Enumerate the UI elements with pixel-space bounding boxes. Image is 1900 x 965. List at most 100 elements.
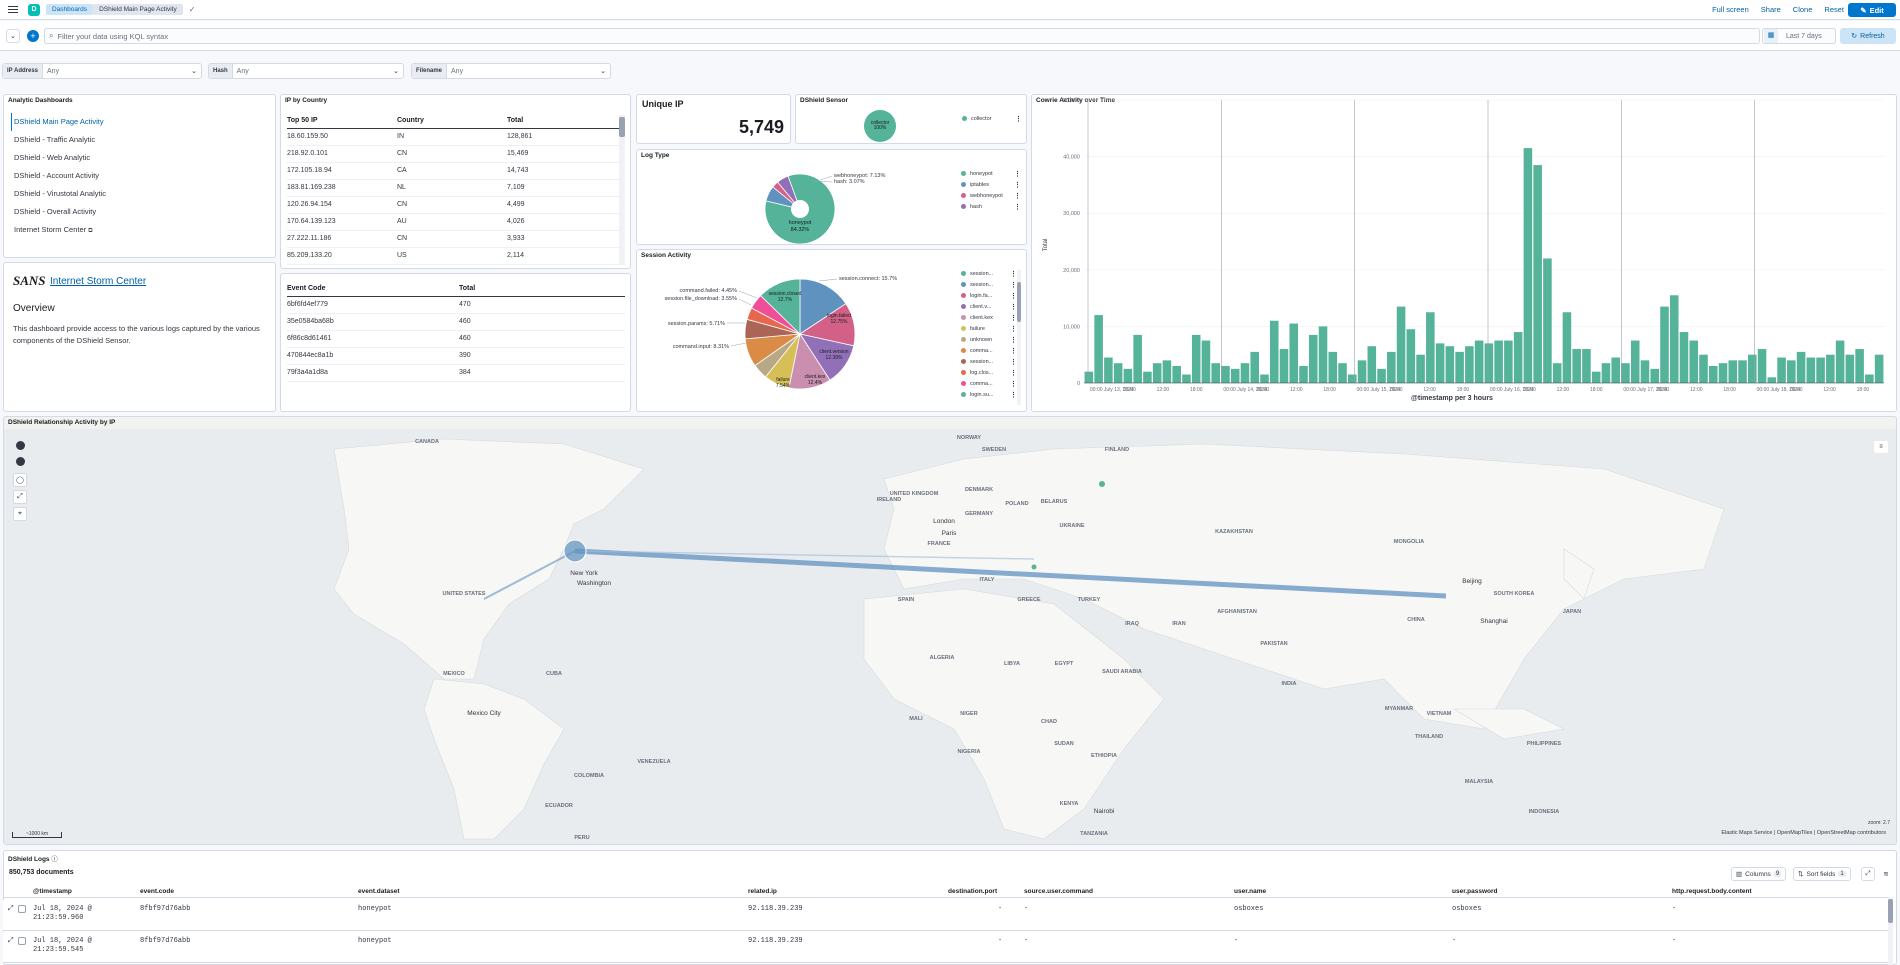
bar[interactable]	[1591, 371, 1601, 383]
bar[interactable]	[1465, 346, 1474, 383]
source-ip-marker[interactable]	[563, 539, 587, 563]
nav-item-main[interactable]: DShield Main Page Activity	[11, 113, 106, 131]
sort-fields-button[interactable]: ⇅ Sort fields 1	[1793, 867, 1851, 881]
bar[interactable]	[1279, 349, 1289, 383]
bar[interactable]	[1874, 354, 1884, 383]
bar[interactable]	[1796, 351, 1806, 383]
bar[interactable]	[1299, 366, 1308, 383]
legend-item[interactable]: honeypot ⋮	[961, 168, 1021, 179]
bar[interactable]	[1679, 332, 1689, 383]
bar[interactable]	[1650, 368, 1660, 383]
nav-item-traffic[interactable]: DShield - Traffic Analytic	[14, 135, 96, 144]
bar[interactable]	[1269, 320, 1279, 383]
bar[interactable]	[1669, 295, 1679, 383]
legend-item[interactable]: failure ⋮	[961, 323, 1017, 334]
table-scrollbar[interactable]	[1888, 897, 1893, 965]
log-column-header[interactable]: destination.port	[948, 888, 998, 895]
date-picker[interactable]: ▦ Last 7 days	[1762, 28, 1836, 44]
bar[interactable]	[1387, 351, 1396, 383]
bar[interactable]	[1133, 334, 1142, 383]
bar[interactable]	[1699, 354, 1708, 383]
table-row[interactable]: 470844ec8a1b 390	[287, 347, 625, 365]
kebab-icon[interactable]: ⋮	[1010, 347, 1017, 355]
legend-item[interactable]: session... ⋮	[961, 279, 1017, 290]
kebab-icon[interactable]: ⋮	[1010, 369, 1017, 377]
nav-item-web[interactable]: DShield - Web Analytic	[14, 153, 91, 162]
bar[interactable]	[1543, 258, 1552, 383]
bar[interactable]	[1689, 340, 1699, 383]
kebab-icon[interactable]: ⋮	[1010, 314, 1017, 322]
display-settings-icon[interactable]: ≋	[1879, 867, 1893, 881]
bar[interactable]	[1562, 312, 1572, 383]
bar[interactable]	[1211, 363, 1220, 383]
pie-slice-session-connect[interactable]	[799, 278, 847, 335]
add-filter-icon[interactable]: +	[27, 30, 39, 42]
bar[interactable]	[1289, 323, 1299, 383]
legend-item[interactable]: comma... ⋮	[961, 345, 1017, 356]
log-column-header[interactable]: http.request.body.content	[1672, 888, 1752, 895]
table-row[interactable]: 183.81.169.238 NL 7,109	[287, 179, 619, 197]
reset-link[interactable]: Reset	[1824, 5, 1844, 14]
info-icon[interactable]: ⓘ	[51, 856, 58, 863]
bar[interactable]	[1377, 368, 1386, 383]
columns-button[interactable]: ▥ Columns 9	[1731, 867, 1787, 881]
bar[interactable]	[1162, 360, 1172, 383]
zoom-out-icon[interactable]	[16, 457, 25, 466]
col-total[interactable]: Total	[459, 282, 625, 297]
bar[interactable]	[1718, 363, 1728, 383]
bar[interactable]	[1221, 366, 1230, 383]
bar[interactable]	[1348, 374, 1357, 383]
bar[interactable]	[1123, 368, 1133, 383]
bar[interactable]	[1640, 360, 1650, 383]
pie-slice-session-closed[interactable]	[760, 278, 801, 335]
legend-item[interactable]: client.v... ⋮	[961, 301, 1017, 312]
table-row[interactable]: 120.26.94.154 CN 4,499	[287, 196, 619, 214]
bar[interactable]	[1835, 340, 1845, 383]
bar[interactable]	[1474, 340, 1484, 383]
bar[interactable]	[1777, 357, 1786, 383]
bar[interactable]	[1172, 366, 1181, 383]
bar[interactable]	[1104, 357, 1113, 383]
log-column-header[interactable]: source.user.command	[1024, 888, 1093, 895]
bar[interactable]	[1826, 354, 1835, 383]
bar[interactable]	[1201, 340, 1211, 383]
log-column-header[interactable]: event.code	[140, 888, 174, 895]
nav-item-account[interactable]: DShield - Account Activity	[14, 171, 100, 180]
bar[interactable]	[1357, 360, 1367, 383]
bar[interactable]	[1533, 165, 1542, 383]
clone-link[interactable]: Clone	[1792, 5, 1813, 14]
bar[interactable]	[1630, 340, 1640, 383]
log-column-header[interactable]: user.password	[1452, 888, 1498, 895]
kibana-logo[interactable]: D	[28, 3, 40, 16]
bar[interactable]	[1611, 357, 1620, 383]
measure-icon[interactable]: ⤢	[13, 490, 27, 504]
log-column-header[interactable]: related.ip	[748, 888, 777, 895]
bar[interactable]	[1757, 349, 1767, 383]
table-row[interactable]: 27.222.11.186 CN 3,933	[287, 230, 619, 248]
ip-marker[interactable]	[1031, 564, 1037, 570]
bar[interactable]	[1182, 374, 1191, 383]
bar[interactable]	[1484, 343, 1494, 383]
bar[interactable]	[1367, 346, 1377, 383]
kebab-icon[interactable]: ⋮	[1010, 270, 1017, 278]
bar[interactable]	[1445, 346, 1455, 383]
bar[interactable]	[1582, 349, 1591, 383]
bar[interactable]	[1504, 340, 1513, 383]
bar[interactable]	[1513, 332, 1523, 383]
bar[interactable]	[1728, 360, 1738, 383]
map-attribution[interactable]: Elastic Maps Service | OpenMapTiles | Op…	[1721, 830, 1886, 836]
legend-item[interactable]: webhoneypot ⋮	[961, 190, 1021, 201]
bar[interactable]	[1738, 360, 1747, 383]
table-row[interactable]	[3, 900, 1888, 931]
row-checkbox[interactable]	[18, 937, 26, 945]
legend-item[interactable]: log.clos... ⋮	[961, 367, 1017, 378]
nav-item-overall[interactable]: DShield - Overall Activity	[14, 207, 97, 216]
fullscreen-grid-icon[interactable]: ⤢	[1861, 867, 1875, 881]
control-filename[interactable]: Filename Any ⌄	[411, 63, 611, 79]
bar[interactable]	[1260, 374, 1269, 383]
kebab-icon[interactable]: ⋮	[1010, 325, 1017, 333]
bar[interactable]	[1601, 363, 1611, 383]
bar[interactable]	[1396, 306, 1406, 383]
bar[interactable]	[1191, 334, 1201, 383]
saved-query-chevron-icon[interactable]: ⌄	[6, 29, 20, 43]
